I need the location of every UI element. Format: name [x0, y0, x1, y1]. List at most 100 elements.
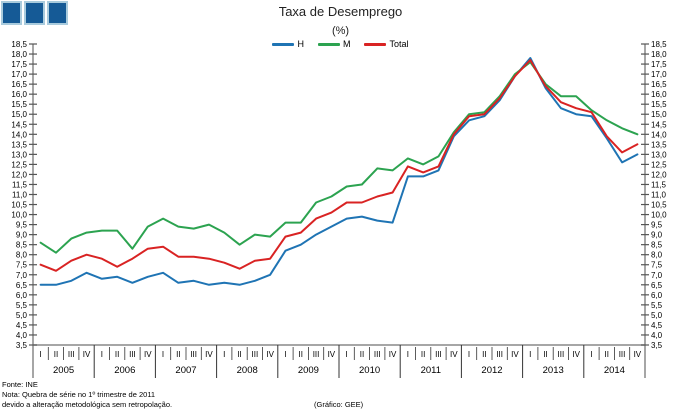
legend-label-h: H — [297, 39, 304, 49]
svg-text:7,5: 7,5 — [651, 261, 663, 270]
svg-text:17,0: 17,0 — [11, 70, 27, 79]
svg-text:6,0: 6,0 — [16, 291, 28, 300]
svg-text:5,5: 5,5 — [16, 301, 28, 310]
svg-text:8,0: 8,0 — [651, 251, 663, 260]
chart-title: Taxa de Desemprego — [278, 4, 403, 19]
svg-text:5,0: 5,0 — [16, 311, 28, 320]
svg-text:IV: IV — [572, 350, 580, 359]
svg-text:12,5: 12,5 — [11, 160, 27, 169]
svg-text:2007: 2007 — [175, 365, 196, 376]
svg-text:7,5: 7,5 — [16, 261, 28, 270]
svg-text:2014: 2014 — [604, 365, 625, 376]
svg-text:II: II — [360, 350, 364, 359]
svg-text:III: III — [252, 350, 259, 359]
svg-text:I: I — [162, 350, 164, 359]
svg-text:16,5: 16,5 — [651, 80, 667, 89]
gee-logo — [1, 1, 68, 25]
svg-text:10,5: 10,5 — [11, 201, 27, 210]
svg-text:9,5: 9,5 — [651, 221, 663, 230]
svg-text:I: I — [407, 350, 409, 359]
svg-text:3,5: 3,5 — [651, 341, 663, 350]
svg-text:4,0: 4,0 — [16, 331, 28, 340]
svg-text:8,5: 8,5 — [16, 241, 28, 250]
logo-square-icon — [1, 1, 22, 25]
logo-square-icon — [47, 1, 68, 25]
legend-item-m: M — [317, 39, 351, 49]
svg-text:IV: IV — [389, 350, 397, 359]
svg-text:16,0: 16,0 — [11, 90, 27, 99]
svg-text:2012: 2012 — [481, 365, 502, 376]
svg-text:3,5: 3,5 — [16, 341, 28, 350]
svg-text:7,0: 7,0 — [651, 271, 663, 280]
svg-text:2008: 2008 — [237, 365, 258, 376]
svg-text:III: III — [374, 350, 381, 359]
svg-text:10,0: 10,0 — [651, 211, 667, 220]
svg-text:16,5: 16,5 — [11, 80, 27, 89]
svg-text:18,0: 18,0 — [11, 50, 27, 59]
svg-text:I: I — [529, 350, 531, 359]
legend-item-total: Total — [364, 39, 409, 49]
svg-text:II: II — [605, 350, 609, 359]
svg-text:III: III — [313, 350, 320, 359]
svg-text:4,5: 4,5 — [651, 321, 663, 330]
svg-text:13,5: 13,5 — [11, 140, 27, 149]
svg-text:I: I — [590, 350, 592, 359]
svg-text:4,0: 4,0 — [651, 331, 663, 340]
svg-text:4,5: 4,5 — [16, 321, 28, 330]
svg-text:16,0: 16,0 — [651, 90, 667, 99]
svg-text:I: I — [346, 350, 348, 359]
svg-text:14,5: 14,5 — [11, 120, 27, 129]
svg-text:2010: 2010 — [359, 365, 380, 376]
svg-text:IV: IV — [328, 350, 336, 359]
svg-text:III: III — [496, 350, 503, 359]
svg-text:17,0: 17,0 — [651, 70, 667, 79]
series-break-note-line1: Nota: Quebra de série no 1º trimestre de… — [2, 390, 156, 399]
svg-text:15,5: 15,5 — [651, 100, 667, 109]
svg-text:17,5: 17,5 — [651, 60, 667, 69]
svg-text:IV: IV — [634, 350, 642, 359]
svg-text:II: II — [299, 350, 303, 359]
svg-text:III: III — [68, 350, 75, 359]
svg-text:I: I — [223, 350, 225, 359]
svg-text:14,5: 14,5 — [651, 120, 667, 129]
svg-text:II: II — [176, 350, 180, 359]
svg-text:9,0: 9,0 — [16, 231, 28, 240]
svg-text:III: III — [435, 350, 442, 359]
svg-text:18,5: 18,5 — [11, 40, 27, 49]
svg-text:18,0: 18,0 — [651, 50, 667, 59]
chart-subtitle: (%) — [331, 25, 350, 37]
svg-text:III: III — [129, 350, 136, 359]
svg-text:2011: 2011 — [421, 365, 441, 376]
series-break-note-line2: devido a alteração metodológica sem retr… — [2, 400, 173, 409]
svg-text:II: II — [115, 350, 119, 359]
legend-item-h: H — [272, 39, 304, 49]
chart-credit: (Gráfico: GEE) — [314, 400, 364, 409]
svg-text:II: II — [543, 350, 547, 359]
svg-text:6,0: 6,0 — [651, 291, 663, 300]
svg-text:11,5: 11,5 — [12, 180, 28, 189]
logo-square-icon — [24, 1, 45, 25]
svg-text:II: II — [482, 350, 486, 359]
svg-text:IV: IV — [450, 350, 458, 359]
svg-text:IV: IV — [205, 350, 213, 359]
svg-text:2013: 2013 — [543, 365, 564, 376]
svg-text:15,0: 15,0 — [11, 110, 27, 119]
svg-text:13,0: 13,0 — [651, 150, 667, 159]
svg-text:I: I — [40, 350, 42, 359]
svg-text:2005: 2005 — [53, 365, 74, 376]
svg-text:15,5: 15,5 — [11, 100, 27, 109]
svg-text:8,5: 8,5 — [651, 241, 663, 250]
svg-text:I: I — [284, 350, 286, 359]
svg-text:10,0: 10,0 — [11, 211, 27, 220]
svg-text:II: II — [421, 350, 425, 359]
svg-text:9,5: 9,5 — [16, 221, 28, 230]
svg-text:12,5: 12,5 — [651, 160, 667, 169]
svg-text:II: II — [54, 350, 58, 359]
svg-text:11,0: 11,0 — [651, 191, 667, 200]
m-series-line-icon — [317, 42, 340, 46]
svg-text:9,0: 9,0 — [651, 231, 663, 240]
legend-label-m: M — [342, 39, 351, 49]
svg-text:12,0: 12,0 — [11, 170, 27, 179]
svg-text:14,0: 14,0 — [651, 130, 667, 139]
